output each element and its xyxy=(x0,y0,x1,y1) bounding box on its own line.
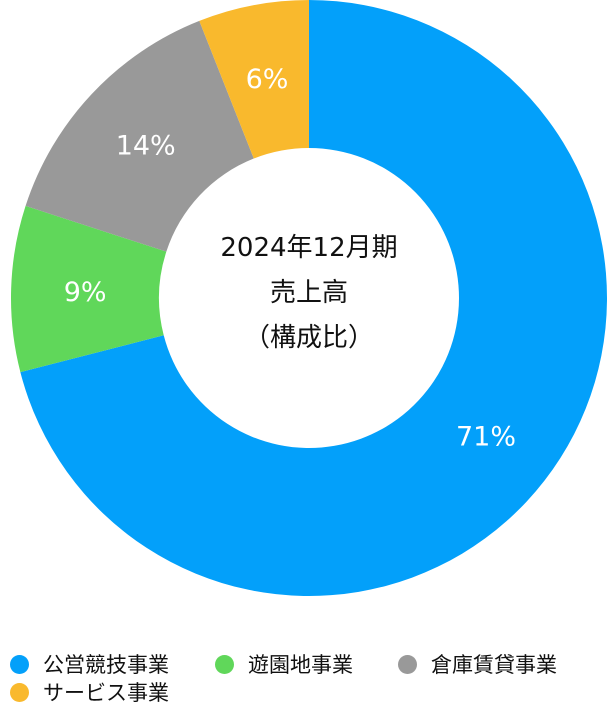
legend-label-service: サービス事業 xyxy=(43,681,169,705)
center-line-2: 売上高 xyxy=(270,278,348,308)
legend-label-koei: 公営競技事業 xyxy=(43,653,169,677)
legend-dot-soko xyxy=(398,654,417,674)
legend-dot-koei xyxy=(10,654,29,674)
legend-item-soko: 倉庫賃貸事業 xyxy=(398,650,557,678)
legend-item-yuenchi: 遊園地事業 xyxy=(215,650,353,678)
legend-item-service: サービス事業 xyxy=(10,678,169,706)
legend-label-soko: 倉庫賃貸事業 xyxy=(431,653,557,677)
legend-label-yuenchi: 遊園地事業 xyxy=(248,653,353,677)
legend-dot-service xyxy=(10,682,29,702)
center-label: 2024年12月期 売上高 （構成比） xyxy=(220,233,397,353)
center-line-1: 2024年12月期 xyxy=(220,233,397,263)
slice-soko xyxy=(25,20,254,252)
slice-label-koei: 71% xyxy=(456,421,516,452)
donut-slices xyxy=(11,0,608,596)
slice-labels: 71% 9% 14% 6% xyxy=(64,64,516,452)
slice-label-soko: 14% xyxy=(116,131,176,162)
legend: 公営競技事業 遊園地事業 倉庫賃貸事業 サービス事業 xyxy=(10,650,610,706)
slice-yuenchi xyxy=(11,205,167,373)
slice-service xyxy=(199,0,309,159)
slice-label-yuenchi: 9% xyxy=(64,277,107,308)
slice-koei xyxy=(20,0,608,596)
center-line-3: （構成比） xyxy=(244,323,374,353)
donut-chart: 71% 9% 14% 6% 2024年12月期 売上高 （構成比） xyxy=(11,0,608,596)
legend-item-koei: 公営競技事業 xyxy=(10,650,169,678)
legend-dot-yuenchi xyxy=(215,654,234,674)
slice-label-service: 6% xyxy=(246,64,289,95)
